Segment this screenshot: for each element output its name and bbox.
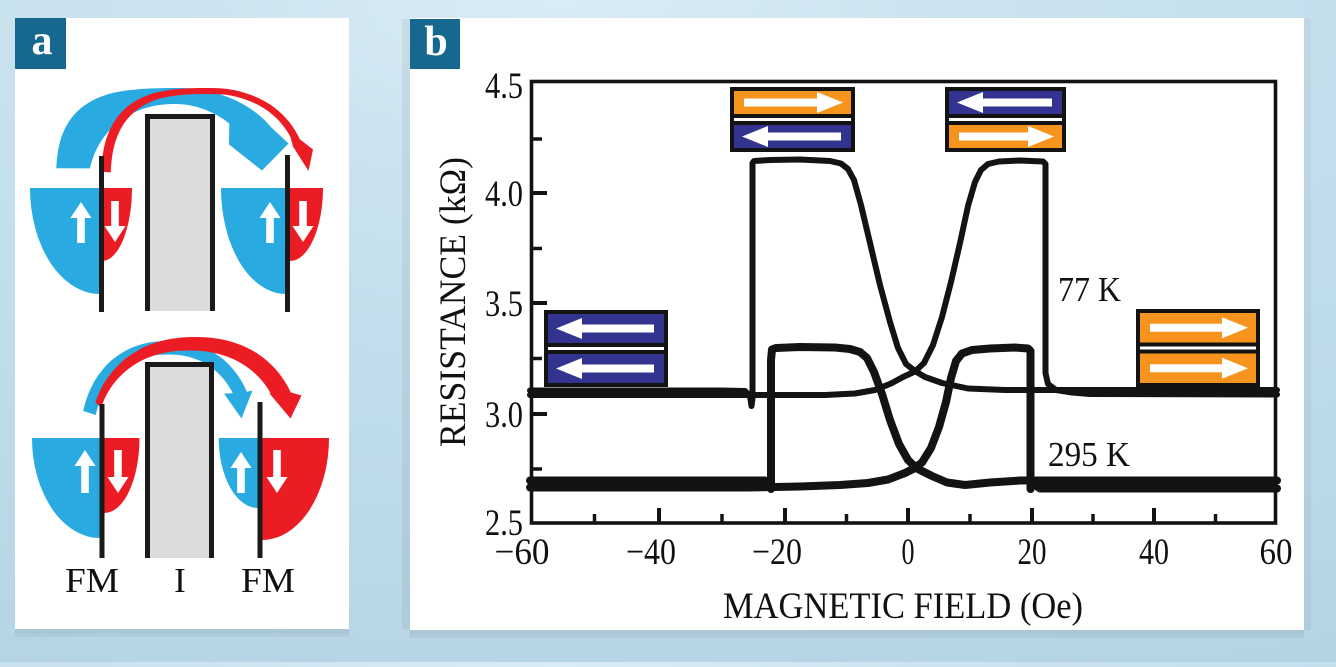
svg-text:20: 20 bbox=[1018, 532, 1047, 573]
svg-text:RESISTANCE (kΩ): RESISTANCE (kΩ) bbox=[433, 157, 474, 447]
svg-text:40: 40 bbox=[1139, 532, 1169, 573]
svg-text:−40: −40 bbox=[626, 532, 676, 573]
svg-text:b: b bbox=[424, 19, 447, 65]
svg-text:a: a bbox=[32, 18, 53, 64]
svg-text:2.5: 2.5 bbox=[485, 503, 523, 544]
svg-text:60: 60 bbox=[1260, 532, 1293, 573]
svg-text:295 K: 295 K bbox=[1048, 435, 1130, 474]
svg-text:FM: FM bbox=[65, 561, 119, 600]
svg-text:4.0: 4.0 bbox=[485, 174, 523, 215]
svg-text:I: I bbox=[174, 561, 186, 600]
svg-text:−60: −60 bbox=[495, 532, 550, 573]
svg-text:0: 0 bbox=[902, 532, 915, 573]
svg-text:4.5: 4.5 bbox=[485, 66, 523, 107]
svg-text:77 K: 77 K bbox=[1058, 270, 1121, 309]
svg-text:3.0: 3.0 bbox=[485, 395, 523, 436]
svg-text:3.5: 3.5 bbox=[485, 284, 523, 325]
svg-text:−20: −20 bbox=[752, 532, 802, 573]
svg-text:FM: FM bbox=[241, 561, 295, 600]
svg-text:MAGNETIC FIELD (Oe): MAGNETIC FIELD (Oe) bbox=[723, 586, 1083, 627]
